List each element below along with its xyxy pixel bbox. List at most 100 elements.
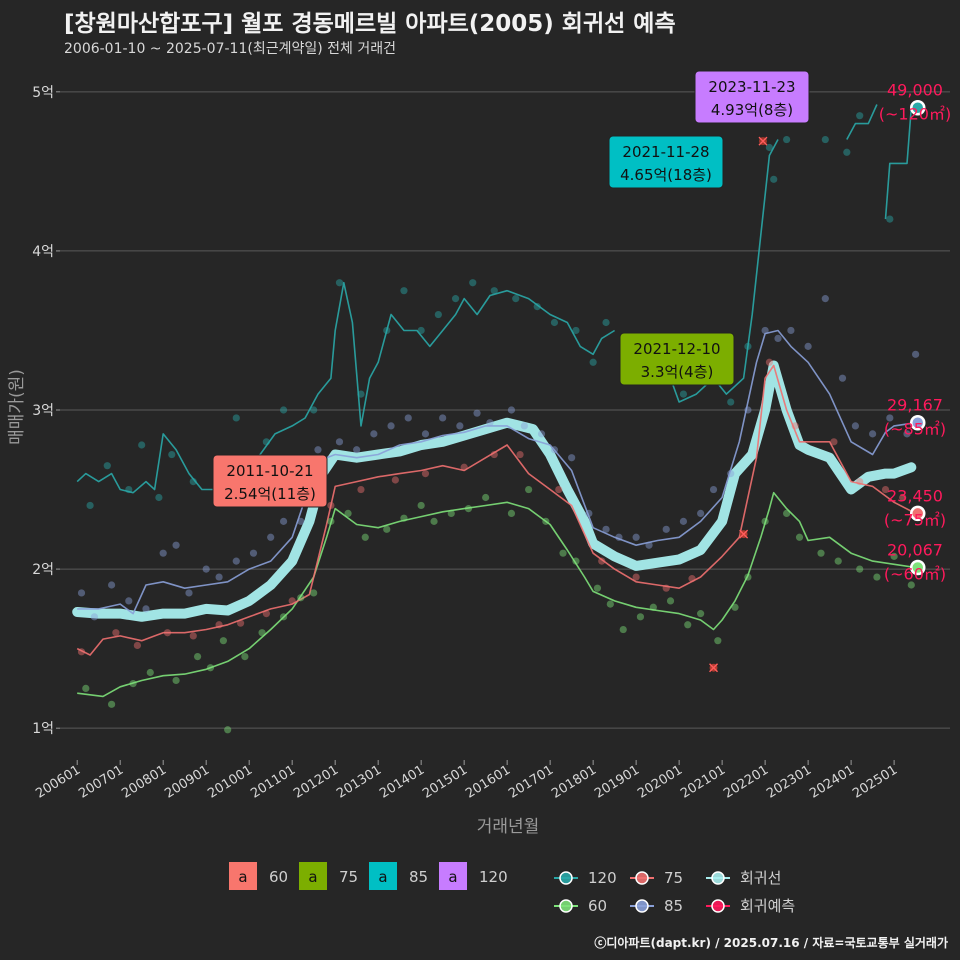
x-tick-label: 202101 xyxy=(678,763,728,802)
scatter-point-s60 xyxy=(856,565,864,573)
scatter-point-s75 xyxy=(357,485,365,494)
scatter-point-s60 xyxy=(297,594,305,602)
scatter-point-s120 xyxy=(417,326,425,335)
cancelled-trade-x xyxy=(758,136,768,146)
scatter-point-s75 xyxy=(662,584,670,592)
y-axis-title: 매매가(원) xyxy=(7,369,27,445)
legend-line-dot xyxy=(559,871,573,885)
scatter-point-s85 xyxy=(370,430,378,438)
forecast-endpoint xyxy=(910,99,926,116)
scatter-point-s85 xyxy=(869,430,877,438)
scatter-point-s60 xyxy=(400,514,408,522)
scatter-point-s85 xyxy=(125,597,133,605)
scatter-point-s60 xyxy=(417,501,425,510)
scatter-point-s120 xyxy=(679,390,688,398)
scatter-point-s120 xyxy=(357,390,365,398)
scatter-point-s75 xyxy=(598,557,606,565)
scatter-point-s60 xyxy=(873,573,881,581)
scatter-point-s120 xyxy=(103,462,111,470)
annotation-box xyxy=(619,332,735,386)
scatter-point-s60 xyxy=(82,684,90,693)
scatter-point-s60 xyxy=(206,664,215,672)
legend-line-label: 회귀예측 xyxy=(740,897,795,915)
annotation-date: 2021-12-10 xyxy=(633,340,720,358)
scatter-point-s60 xyxy=(224,726,232,734)
x-tick-label: 200701 xyxy=(76,763,126,802)
scatter-point-s120 xyxy=(727,398,735,406)
scatter-point-s75 xyxy=(688,575,696,583)
series-lines xyxy=(72,104,917,698)
scatter-point-s120 xyxy=(843,148,851,156)
scatter-point-s60 xyxy=(279,613,288,621)
scatter-point-s75 xyxy=(163,629,172,637)
scatter-point-s60 xyxy=(507,509,516,518)
scatter-point-s75 xyxy=(830,438,838,446)
series-line-85 xyxy=(77,329,916,615)
legend-key-box xyxy=(369,862,397,890)
y-tick-label: 3억 xyxy=(32,403,54,419)
scatter-point-s85 xyxy=(912,350,920,358)
scatter-point-s85 xyxy=(335,438,344,446)
forecast-value: 20,067 xyxy=(887,541,943,560)
scatter-point-s120 xyxy=(490,287,498,295)
scatter-point-s75 xyxy=(856,477,864,486)
series-line-120 xyxy=(884,107,913,220)
scatter-point-s85 xyxy=(744,406,752,414)
scatter-point-s60 xyxy=(636,613,645,621)
scatter-point-s85 xyxy=(727,470,735,478)
scatter-point-s85 xyxy=(202,565,210,573)
scatter-point-s75 xyxy=(632,573,640,581)
forecast-area: (~60㎡) xyxy=(884,565,946,584)
x-axis: 2006012007012008012009012010012011012012… xyxy=(33,760,900,802)
scatter-point-s85 xyxy=(142,605,150,613)
x-axis-title: 거래년월 xyxy=(477,817,540,837)
scatter-point-s85 xyxy=(439,414,447,422)
scatter-point-s120 xyxy=(469,279,477,287)
scatter-point-s60 xyxy=(649,603,657,611)
scatter-point-s120 xyxy=(138,441,146,449)
legend-key-box xyxy=(229,862,257,890)
scatter-point-s85 xyxy=(507,406,516,414)
scatter-point-s75 xyxy=(215,621,223,629)
scatter-point-s60 xyxy=(172,676,180,685)
series-line-120 xyxy=(76,281,616,494)
scatter-point-s85 xyxy=(486,419,494,427)
scatter-point-s60 xyxy=(542,517,550,525)
scatter-point-s85 xyxy=(804,342,812,350)
x-tick-label: 200801 xyxy=(119,763,169,802)
scatter-point-s85 xyxy=(550,446,559,454)
scatter-point-s85 xyxy=(107,581,116,589)
scatter-point-s120 xyxy=(744,342,752,350)
footer-credit: ⓒ디아파트(dapt.kr) / 2025.07.16 / 자료=국토교통부 실… xyxy=(594,936,948,950)
scatter-point-s120 xyxy=(856,112,864,120)
legend-line-label: 120 xyxy=(588,869,617,887)
scatter-point-s60 xyxy=(731,603,739,611)
scatter-point-s120 xyxy=(821,135,829,144)
scatter-point-s120 xyxy=(155,493,163,502)
legend-key-label: 120 xyxy=(479,868,508,886)
forecast-area: (~120㎡) xyxy=(879,105,951,124)
endpoint-labels: 49,000 (~120㎡) 29,167 (~85㎡) 23,450 (~75㎡) 20,… xyxy=(879,81,951,584)
scatter-point-s75 xyxy=(77,648,86,656)
scatter-point-s85 xyxy=(90,613,98,621)
scatter-point-s120 xyxy=(86,501,94,510)
x-tick-label: 201401 xyxy=(377,763,427,802)
x-tick-label: 202401 xyxy=(807,763,857,802)
annotations: 2011-10-21 2.54억(11층) 2021-12-10 3.3억(4층) 20… xyxy=(212,70,810,508)
scatter-point-s120 xyxy=(572,326,580,335)
scatter-point-s60 xyxy=(761,517,769,525)
scatter-point-s85 xyxy=(774,334,782,343)
x-tick-label: 200601 xyxy=(33,763,83,802)
scatter-point-s120 xyxy=(189,477,197,486)
forecast-value: 29,167 xyxy=(887,396,943,415)
forecast-area: (~85㎡) xyxy=(884,420,946,439)
legend-line-dot xyxy=(711,899,725,913)
scatter-point-s75 xyxy=(189,632,197,640)
scatter-point-s85 xyxy=(821,295,829,303)
scatter-point-s60 xyxy=(606,600,614,608)
x-tick-label: 201801 xyxy=(549,763,599,802)
annotation-price: 4.93억(8층) xyxy=(711,101,793,119)
scatter-point-s60 xyxy=(193,652,202,661)
scatter-point-s85 xyxy=(387,422,395,430)
